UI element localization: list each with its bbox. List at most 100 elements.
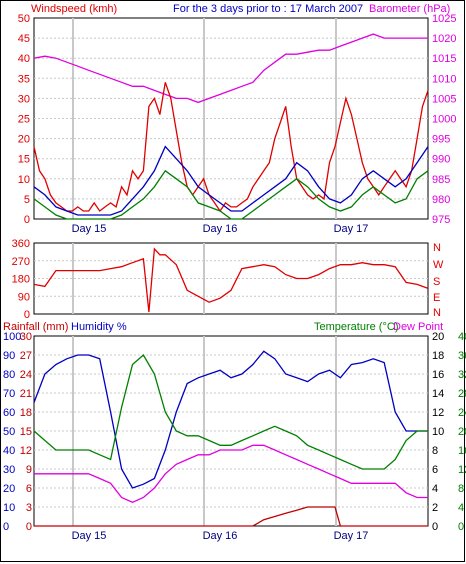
temperature-tick-label: 36 bbox=[458, 350, 466, 362]
header-right-label: Barometer (hPa) bbox=[369, 3, 450, 15]
barometer-right-tick-label: 985 bbox=[432, 174, 450, 186]
wind-series-line-3 bbox=[33, 169, 429, 220]
dewpoint-tick-label: 2 bbox=[432, 502, 438, 514]
humidity-tick-label: 20 bbox=[3, 483, 15, 495]
wind-day-label: Day 15 bbox=[72, 223, 107, 235]
humidity-tick-label: 80 bbox=[3, 369, 15, 381]
dewpoint-tick-label: 0 bbox=[432, 521, 438, 533]
barometer-right-tick-label: 980 bbox=[432, 194, 450, 206]
rainfall-tick-label: 6 bbox=[26, 483, 32, 495]
direction-left-tick-label: 180 bbox=[12, 274, 30, 286]
barometer-right-tick-label: 1000 bbox=[432, 114, 456, 126]
dewpoint-tick-label: 16 bbox=[432, 369, 444, 381]
barometer-right-tick-label: 1025 bbox=[432, 13, 456, 25]
direction-left-tick-label: 0 bbox=[24, 309, 30, 321]
dewpoint-tick-label: 6 bbox=[432, 464, 438, 476]
wind-left-tick-label: 5 bbox=[24, 194, 30, 206]
barometer-right-tick-label: 1015 bbox=[432, 53, 456, 65]
temperature-tick-label: 16 bbox=[458, 445, 466, 457]
wind-left-tick-label: 35 bbox=[18, 73, 30, 85]
wind-left-tick-label: 20 bbox=[18, 134, 30, 146]
weather-day-label: Day 16 bbox=[203, 530, 238, 542]
rainfall-tick-label: 24 bbox=[20, 369, 32, 381]
dewpoint-tick-label: 14 bbox=[432, 388, 444, 400]
weather-series-line-0 bbox=[33, 350, 428, 489]
temperature-tick-label: 8 bbox=[458, 483, 464, 495]
rainfall-tick-label: 30 bbox=[20, 331, 32, 343]
wind-left-tick-label: 25 bbox=[18, 114, 30, 126]
humidity-tick-label: 100 bbox=[3, 331, 21, 343]
barometer-right-tick-label: 990 bbox=[432, 154, 450, 166]
rainfall-tick-label: 27 bbox=[20, 350, 32, 362]
humidity-tick-label: 40 bbox=[3, 445, 15, 457]
wind-left-tick-label: 10 bbox=[18, 174, 30, 186]
dewpoint-tick-label: 12 bbox=[432, 407, 444, 419]
barometer-right-tick-label: 995 bbox=[432, 134, 450, 146]
rainfall-tick-label: 0 bbox=[26, 521, 32, 533]
humidity-tick-label: 60 bbox=[3, 407, 15, 419]
temperature-tick-label: 0 bbox=[458, 521, 464, 533]
dewpoint-tick-label: 18 bbox=[432, 350, 444, 362]
barometer-right-tick-label: 1020 bbox=[432, 33, 456, 45]
barometer-right-tick-label: 1010 bbox=[432, 73, 456, 85]
rainfall-tick-label: 21 bbox=[20, 388, 32, 400]
wind-left-tick-label: 15 bbox=[18, 154, 30, 166]
dir-label-n-top: N bbox=[433, 242, 441, 254]
wind-left-tick-label: 30 bbox=[18, 93, 30, 105]
direction-left-tick-label: 90 bbox=[18, 291, 30, 303]
rainfall-tick-label: 9 bbox=[26, 464, 32, 476]
wind-left-tick-label: 45 bbox=[18, 33, 30, 45]
weather-series-line-1 bbox=[33, 353, 428, 470]
wind-day-label: Day 17 bbox=[334, 223, 369, 235]
humidity-tick-label: 70 bbox=[3, 388, 15, 400]
barometer-right-tick-label: 975 bbox=[432, 214, 450, 226]
rainfall-label: Rainfall (mm) bbox=[3, 321, 68, 333]
rainfall-tick-label: 3 bbox=[26, 502, 32, 514]
rainfall-tick-label: 12 bbox=[20, 445, 32, 457]
temperature-tick-label: 40 bbox=[458, 331, 466, 343]
rainfall-tick-label: 18 bbox=[20, 407, 32, 419]
humidity-tick-label: 10 bbox=[3, 502, 15, 514]
rainfall-tick-label: 15 bbox=[20, 426, 32, 438]
dewpoint-label: Dew Point bbox=[393, 321, 443, 333]
wind-left-tick-label: 0 bbox=[24, 214, 30, 226]
dir-label-e: E bbox=[433, 292, 440, 304]
barometer-right-tick-label: 1005 bbox=[432, 93, 456, 105]
humidity-label: Humidity % bbox=[71, 321, 127, 333]
humidity-tick-label: 90 bbox=[3, 350, 15, 362]
temperature-tick-label: 4 bbox=[458, 502, 464, 514]
header-center-label: For the 3 days prior to : 17 March 2007 bbox=[173, 3, 363, 15]
weather-day-label: Day 17 bbox=[334, 530, 369, 542]
dewpoint-tick-label: 8 bbox=[432, 445, 438, 457]
wind-series-line-1 bbox=[33, 82, 429, 213]
weather-day-label: Day 15 bbox=[72, 530, 107, 542]
temperature-tick-label: 20 bbox=[458, 426, 466, 438]
header-left-label: Windspeed (kmh) bbox=[31, 3, 117, 15]
temperature-label: Temperature (°C) bbox=[314, 321, 398, 333]
humidity-tick-label: 50 bbox=[3, 426, 15, 438]
wind-left-tick-label: 40 bbox=[18, 53, 30, 65]
weather-series-line-3 bbox=[34, 506, 428, 527]
temperature-tick-label: 12 bbox=[458, 464, 466, 476]
dewpoint-tick-label: 20 bbox=[432, 331, 444, 343]
direction-left-tick-label: 270 bbox=[12, 256, 30, 268]
dir-label-s: S bbox=[433, 276, 440, 288]
wind-series-line-2 bbox=[33, 145, 429, 216]
dir-label-n-bottom: N bbox=[433, 307, 441, 319]
weather-series-line-2 bbox=[34, 444, 428, 504]
wind-left-tick-label: 50 bbox=[18, 13, 30, 25]
humidity-tick-label: 30 bbox=[3, 464, 15, 476]
dir-label-w: W bbox=[433, 259, 444, 271]
direction-series-line-0 bbox=[33, 247, 429, 313]
humidity-tick-label: 0 bbox=[3, 521, 9, 533]
temperature-tick-label: 32 bbox=[458, 369, 466, 381]
wind-day-label: Day 16 bbox=[203, 223, 238, 235]
wind-series-line-0 bbox=[33, 33, 428, 104]
temperature-tick-label: 24 bbox=[458, 407, 466, 419]
direction-left-tick-label: 360 bbox=[12, 238, 30, 250]
dewpoint-tick-label: 4 bbox=[432, 483, 438, 495]
dewpoint-tick-label: 10 bbox=[432, 426, 444, 438]
temperature-tick-label: 28 bbox=[458, 388, 466, 400]
